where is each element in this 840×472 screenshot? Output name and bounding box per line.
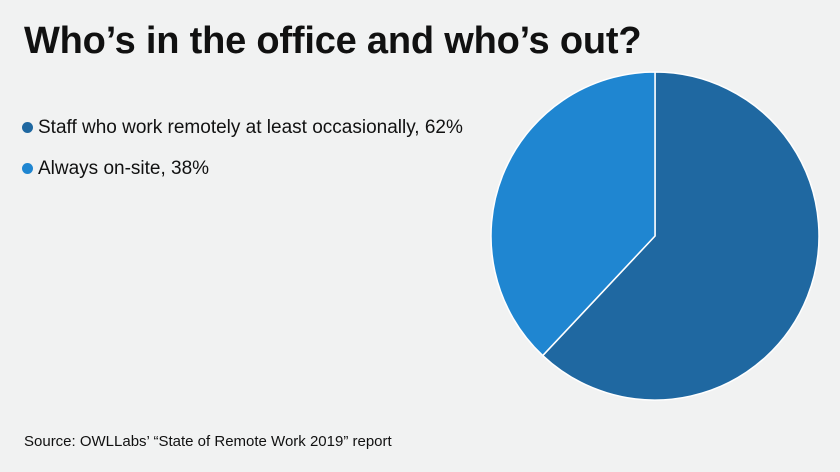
pie-chart [490,71,820,401]
legend-swatch-remote [22,122,33,133]
legend-item-remote: Staff who work remotely at least occasio… [22,118,463,137]
pie-slice-1 [490,71,656,357]
pie-slice-0 [541,71,820,401]
legend-label-onsite: Always on-site, 38% [38,158,210,179]
legend-label-remote: Staff who work remotely at least occasio… [38,117,463,138]
legend: Staff who work remotely at least occasio… [22,118,463,200]
legend-swatch-onsite [22,163,33,174]
source-note: Source: OWLLabs’ “State of Remote Work 2… [24,433,392,450]
legend-item-onsite: Always on-site, 38% [22,159,463,178]
chart-title: Who’s in the office and who’s out? [24,20,642,62]
pie-slices [490,71,820,401]
